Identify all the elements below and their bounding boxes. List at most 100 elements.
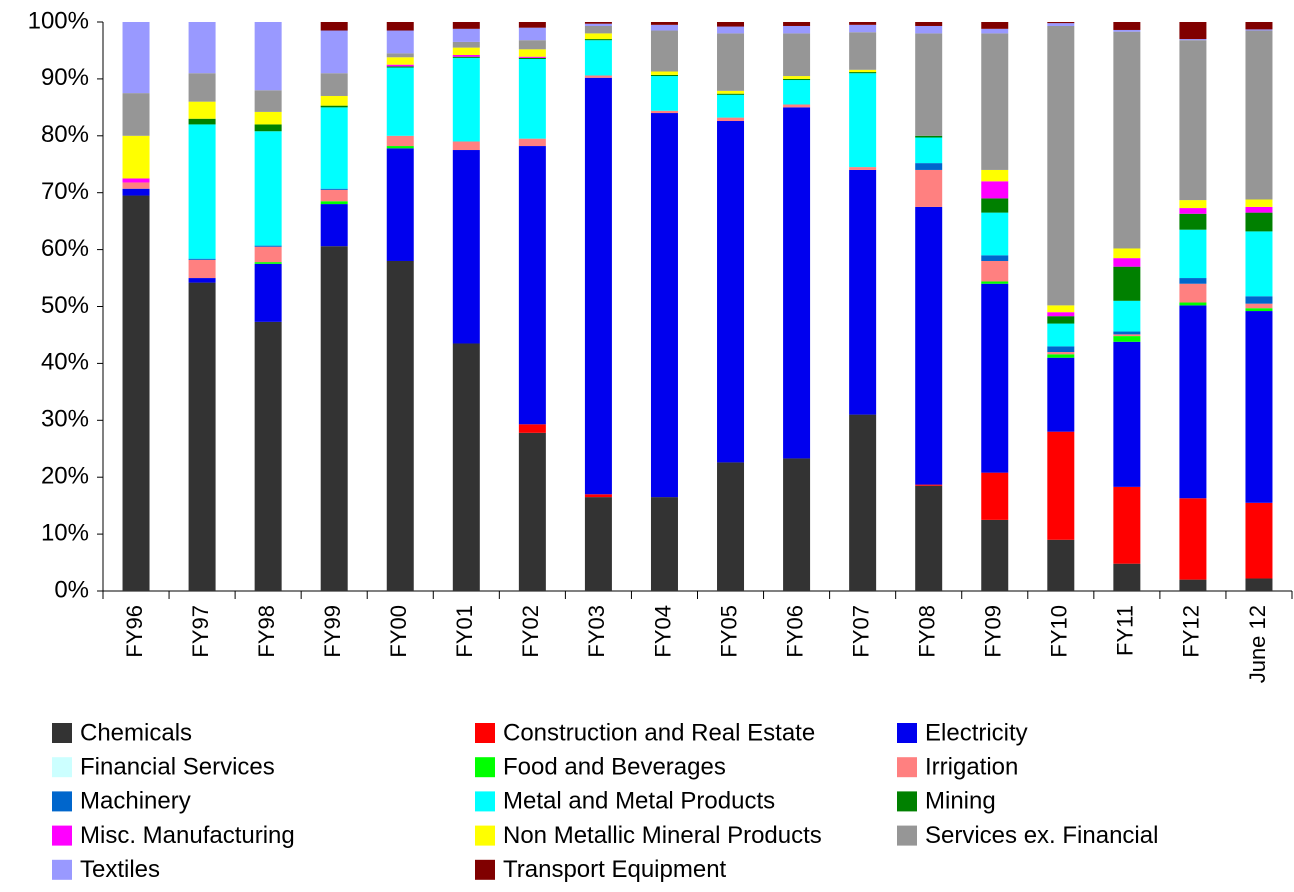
bar-segment [1179,305,1207,499]
bar-segment [1245,502,1273,579]
legend-label: Irrigation [925,754,1018,781]
bar-segment [1245,231,1273,297]
legend-swatch [52,791,72,812]
bar-segment [717,121,745,463]
legend-label: Transport Equipment [503,856,727,883]
x-tick-label: FY97 [188,605,213,658]
bar-segment [981,33,1009,170]
bar-segment [320,107,348,189]
bar-segment [386,260,414,591]
legend-label: Food and Beverages [503,754,726,781]
bar-segment [188,118,216,125]
bar-segment [915,22,943,26]
bar-segment [584,75,612,78]
bar-segment [1113,31,1141,249]
y-tick-label: 100% [28,7,89,34]
y-tick-label: 40% [41,349,89,376]
bar-segment [1047,352,1075,355]
x-tick-label: FY11 [1113,605,1138,656]
bar-segment [1245,303,1273,309]
bar-segment [650,76,678,111]
bar-segment [981,212,1009,256]
legend-swatch [897,723,917,743]
bar-segment [783,33,811,77]
bar-segment [1179,22,1207,40]
bar-segment [1179,208,1207,214]
y-tick-label: 10% [41,519,89,546]
bar-segment [1245,199,1273,207]
x-tick-label: FY06 [782,605,807,658]
bar-segment [1113,258,1141,267]
bar-segment [1113,22,1141,30]
bar-segment [320,246,348,591]
x-tick-label: FY09 [981,605,1006,658]
x-tick-label: FY04 [650,605,675,658]
bar-segment [1047,23,1075,26]
bar-segment [386,146,414,149]
legend-swatch [475,825,495,846]
bar-segment [1245,29,1273,31]
bar-segment [1047,357,1075,432]
bar-segment [584,40,612,76]
legend-label: Misc. Manufacturing [80,822,295,849]
y-tick-label: 80% [41,121,89,148]
bar-segment [1113,341,1141,487]
bar-segment [717,33,745,91]
y-tick-label: 90% [41,64,89,91]
bar-segment [452,41,480,48]
bar-segment [584,25,612,34]
x-tick-label: FY10 [1047,605,1072,658]
bar-segment [1245,30,1273,200]
bar-segment [386,53,414,58]
legend-swatch [475,791,495,812]
bar-segment [518,40,546,50]
bar-segment [650,497,678,591]
bar-segment [254,245,282,247]
legend-label: Machinery [80,788,191,815]
bar-segment [783,22,811,26]
bar-segment [849,24,877,33]
bar-segment [584,22,612,24]
bar-segment [1245,296,1273,304]
bar-segment [122,182,150,189]
bar-segment [650,30,678,72]
bar-segment [386,148,414,261]
legend-swatch [475,859,495,880]
bar-segment [386,64,414,67]
legend-swatch [897,757,917,778]
bar-segment [1047,354,1075,358]
bar-segment [452,56,480,58]
bar-segment [584,494,612,498]
bar-segment [584,497,612,591]
bar-segment [584,39,612,41]
legend-label: Financial Services [80,754,275,781]
bar-segment [981,472,1009,520]
bar-segment [1113,248,1141,259]
bar-segment [188,278,216,283]
legend-swatch [475,723,495,743]
bar-segment [981,169,1009,182]
bar-segment [915,33,943,136]
bar-segment [452,141,480,151]
bar-segment [717,90,745,94]
bar-segment [1113,29,1141,32]
bar-segment [783,104,811,108]
bar-segment [915,135,943,138]
bar-segment [320,204,348,247]
bar-segment [717,462,745,591]
bar-segment [584,77,612,495]
bar-segment [650,113,678,498]
bar-segment [320,22,348,31]
bar-segment [122,188,150,196]
bar-segment [981,181,1009,199]
legend-swatch [897,825,917,846]
bar-segment [1047,431,1075,540]
bar-segment [320,73,348,96]
bar-segment [518,57,546,59]
bar-segment [717,26,745,34]
bar-segment [254,131,282,246]
x-tick-label: FY12 [1179,605,1204,658]
x-tick-label: FY05 [716,605,741,658]
x-tick-label: FY08 [915,605,940,658]
y-tick-label: 50% [41,292,89,319]
